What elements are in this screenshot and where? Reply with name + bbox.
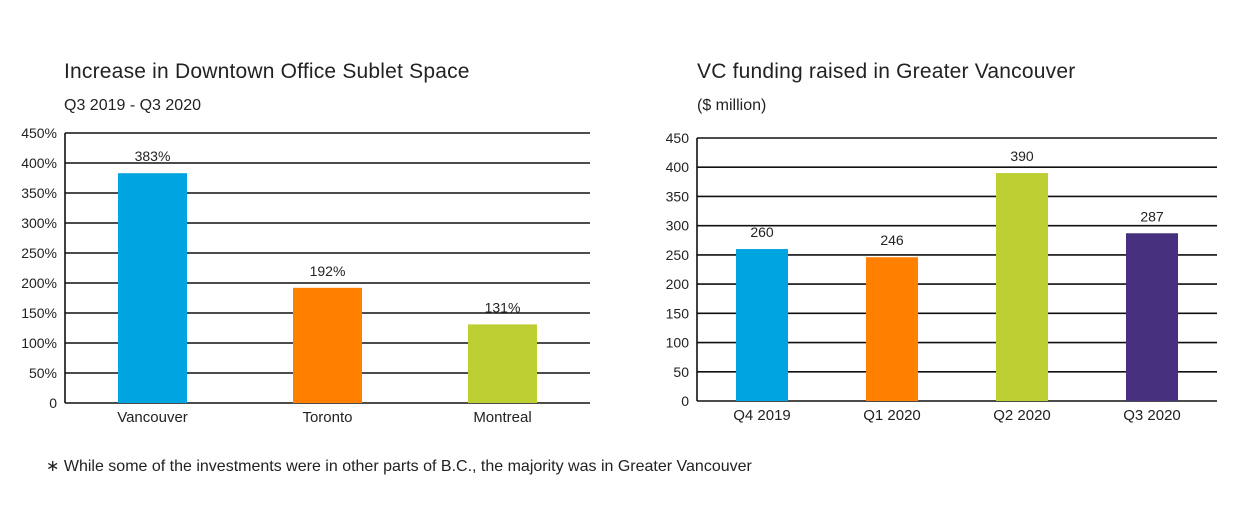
y-tick-label: 200 (666, 276, 690, 292)
y-tick-label: 400 (666, 159, 690, 175)
y-tick-label: 200% (21, 275, 57, 291)
y-tick-label: 250% (21, 245, 57, 261)
x-tick-label: Q3 2020 (1123, 407, 1181, 424)
y-tick-label: 0 (681, 393, 689, 409)
y-tick-label: 250 (666, 247, 690, 263)
data-label: 192% (310, 263, 346, 279)
x-tick-label: Toronto (302, 409, 352, 426)
bar (866, 257, 918, 401)
data-label: 390 (1010, 148, 1034, 164)
bar (996, 173, 1048, 401)
y-tick-label: 100 (666, 335, 690, 351)
y-tick-label: 50 (673, 364, 689, 380)
y-tick-label: 50% (29, 365, 57, 381)
chart-1-sublet-space: 0 50% 100% 150% 200% 250% 300% 350% 400% 450% 383%… (21, 125, 590, 426)
bar (736, 249, 788, 401)
x-tick-label: Vancouver (117, 409, 188, 426)
chart-1-title: Increase in Downtown Office Sublet Space (64, 60, 470, 83)
y-tick-label: 300% (21, 215, 57, 231)
x-tick-label: Q4 2019 (733, 407, 791, 424)
y-tick-label: 450% (21, 125, 57, 141)
chart-1-subtitle: Q3 2019 - Q3 2020 (64, 97, 201, 114)
data-label: 260 (750, 224, 774, 240)
bar (468, 324, 537, 403)
x-tick-label: Q1 2020 (863, 407, 921, 424)
y-tick-label: 300 (666, 218, 690, 234)
bar (293, 287, 362, 403)
y-tick-label: 100% (21, 335, 57, 351)
data-label: 131% (485, 299, 521, 315)
y-tick-label: 350 (666, 188, 690, 204)
y-tick-label: 150 (666, 305, 690, 321)
y-tick-label: 0 (49, 395, 57, 411)
data-label: 383% (135, 148, 171, 164)
y-tick-label: 150% (21, 305, 57, 321)
data-label: 287 (1140, 208, 1164, 224)
x-tick-label: Montreal (473, 409, 531, 426)
chart-2-title: VC funding raised in Greater Vancouver (697, 60, 1076, 83)
chart-2-subtitle: ($ million) (697, 97, 767, 114)
y-tick-label: 350% (21, 185, 57, 201)
y-tick-label: 400% (21, 155, 57, 171)
x-tick-label: Q2 2020 (993, 407, 1051, 424)
bar (118, 173, 187, 403)
footnote: ∗ While some of the investments were in … (46, 458, 752, 475)
y-tick-label: 450 (666, 130, 690, 146)
bar (1126, 233, 1178, 401)
data-label: 246 (880, 232, 904, 248)
